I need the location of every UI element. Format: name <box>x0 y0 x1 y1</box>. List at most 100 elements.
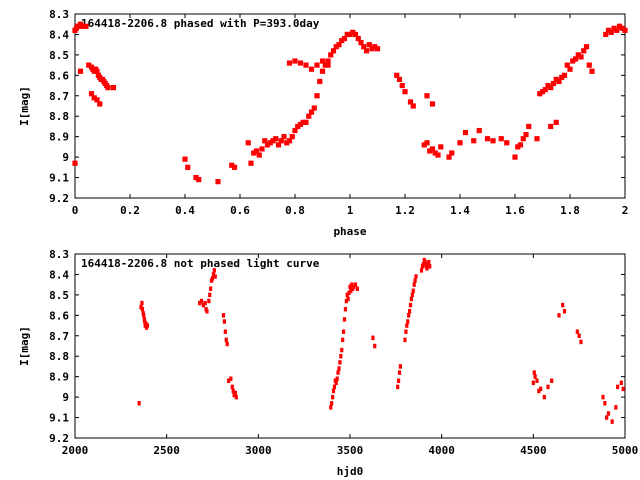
data-point <box>484 136 491 142</box>
data-point <box>185 164 191 170</box>
data-point <box>211 272 216 277</box>
data-point <box>412 282 416 287</box>
data-point <box>355 35 361 42</box>
data-point <box>278 138 284 144</box>
data-point <box>535 378 539 383</box>
data-point <box>317 78 323 85</box>
data-point <box>344 31 350 38</box>
data-point <box>616 23 623 29</box>
data-point <box>449 150 455 156</box>
data-point <box>526 123 532 130</box>
data-point <box>567 66 573 72</box>
data-point <box>407 309 412 314</box>
data-point <box>234 394 238 400</box>
data-point <box>542 87 548 93</box>
data-point <box>601 394 605 400</box>
data-point <box>533 374 537 379</box>
data-point <box>328 52 334 58</box>
data-point <box>446 154 452 160</box>
data-point <box>429 146 436 152</box>
data-point <box>350 282 354 287</box>
data-point <box>80 23 86 29</box>
data-point <box>221 313 226 318</box>
y-tick-label: 8.6 <box>49 69 69 82</box>
data-point <box>209 286 213 291</box>
data-point <box>97 101 103 107</box>
data-point <box>581 48 587 54</box>
y-tick-label: 8.7 <box>49 330 69 343</box>
data-point <box>334 380 338 386</box>
data-point <box>583 44 590 50</box>
x-tick-label: 0.4 <box>175 204 195 217</box>
data-point <box>606 411 611 416</box>
data-point <box>504 140 510 146</box>
data-point <box>345 292 349 298</box>
data-point <box>289 134 295 140</box>
data-point <box>621 386 625 392</box>
data-point <box>343 306 348 312</box>
x-tick-label: 1.8 <box>560 204 580 217</box>
x-tick-label: 1.6 <box>505 204 525 217</box>
data-point <box>610 419 614 424</box>
data-point <box>205 309 209 314</box>
x-axis-label: hjd0 <box>337 465 364 478</box>
data-point <box>229 162 235 168</box>
data-point <box>561 302 565 308</box>
data-point <box>539 386 543 392</box>
data-point <box>419 268 424 273</box>
data-point <box>399 82 405 89</box>
data-point <box>432 150 438 156</box>
y-tick-label: 8.5 <box>49 49 69 62</box>
data-point <box>352 284 356 289</box>
data-point <box>603 401 607 406</box>
data-point <box>372 44 378 50</box>
data-point <box>339 353 343 359</box>
data-point <box>548 85 554 91</box>
data-point <box>358 40 364 46</box>
data-point <box>215 179 221 185</box>
data-point <box>286 60 293 66</box>
y-tick-label: 8.3 <box>49 8 69 21</box>
data-point <box>231 164 238 170</box>
data-point <box>342 317 347 322</box>
data-point <box>435 152 441 158</box>
x-tick-label: 1.4 <box>450 204 470 217</box>
data-point <box>577 333 581 339</box>
data-point <box>253 148 260 154</box>
data-point <box>423 259 427 265</box>
data-point <box>559 74 565 80</box>
phased-chart: 0 0.2 0.4 0.6 0.8 1 1.2 1.4 1.6 1.8 2 8.3 8.4 8.5 8.6 8… <box>18 8 628 238</box>
chart-title: 164418-2206.8 not phased light curve <box>81 257 320 270</box>
data-point <box>398 364 403 369</box>
data-point <box>550 80 557 87</box>
data-point <box>300 119 306 125</box>
data-point <box>140 300 144 306</box>
data-point <box>619 380 623 386</box>
y-tick-label: 8.8 <box>49 350 69 363</box>
y-axis-label: I[mag] <box>18 326 31 366</box>
data-point <box>203 300 207 306</box>
data-point <box>182 156 188 162</box>
data-point <box>523 132 529 138</box>
data-point <box>337 366 341 371</box>
data-point <box>611 25 617 31</box>
data-point <box>553 119 559 125</box>
x-tick-label: 3500 <box>337 444 364 457</box>
data-point <box>413 278 417 283</box>
data-point <box>256 152 262 158</box>
data-point <box>614 27 620 33</box>
data-point <box>77 21 84 27</box>
data-point <box>471 138 477 144</box>
data-point <box>331 388 336 394</box>
data-point <box>330 394 335 400</box>
data-point <box>340 347 344 353</box>
data-point <box>374 46 381 52</box>
data-point <box>407 313 411 318</box>
data-point <box>303 119 309 125</box>
data-point <box>94 97 100 103</box>
y-tick-label: 9 <box>62 391 69 404</box>
data-point <box>83 23 89 29</box>
data-point <box>537 91 543 97</box>
data-point <box>344 298 348 304</box>
y-tick-label: 8.8 <box>49 110 69 123</box>
